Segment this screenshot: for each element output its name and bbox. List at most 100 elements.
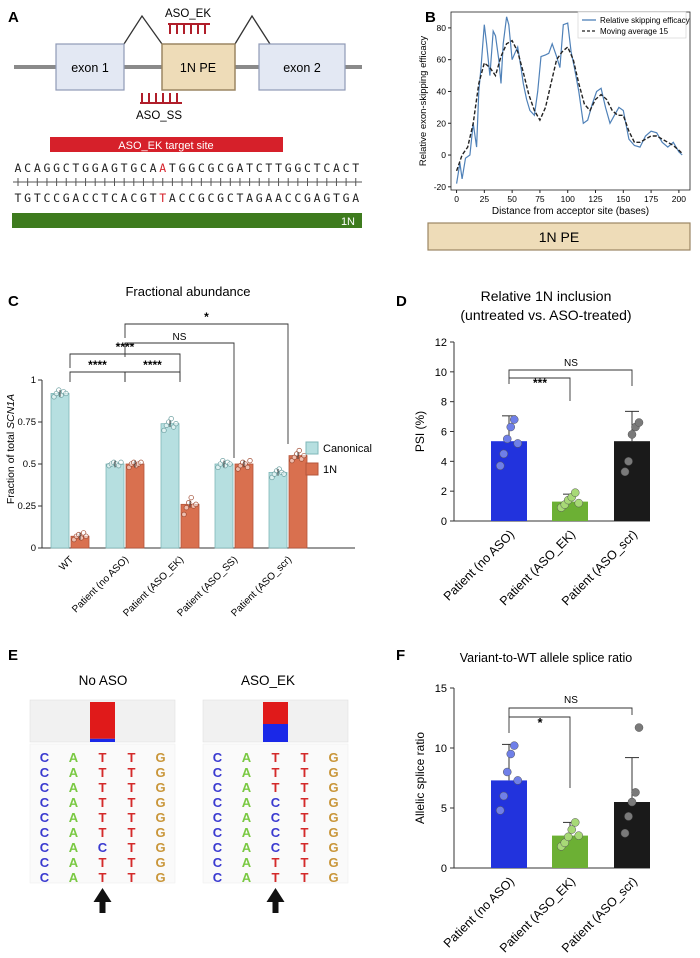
read-base: T (301, 840, 309, 855)
read-base: C (271, 795, 281, 810)
read-base: T (301, 855, 309, 870)
legend-entry: Moving average 15 (600, 27, 669, 36)
seq-top-base: C (63, 161, 70, 175)
read-base: T (128, 825, 136, 840)
significance-bracket (124, 342, 235, 458)
data-point (510, 415, 519, 424)
seq-bottom-base: T (333, 191, 340, 205)
seq-bottom-base: C (43, 191, 50, 205)
read-base: A (242, 810, 252, 825)
splice-arc-left (123, 14, 163, 45)
legend-entry: Relative skipping efficacy (600, 16, 690, 25)
aso-ss-glyph (140, 93, 182, 104)
seq-top-base: C (343, 161, 350, 175)
seq-top-base: G (188, 161, 195, 175)
significance-label: NS (173, 332, 187, 343)
read-base: A (242, 870, 252, 885)
significance-label: **** (143, 358, 162, 372)
data-point (624, 457, 633, 466)
chart-title: Fractional abundance (125, 284, 250, 299)
aso-ek-label: ASO_EK (165, 8, 211, 20)
data-point (620, 467, 630, 477)
seq-top-base: T (275, 161, 282, 175)
seq-top-base: T (352, 161, 359, 175)
seq-top-base: T (72, 161, 79, 175)
data-point (634, 723, 644, 732)
x-tick-label: 200 (672, 194, 686, 204)
e-left-title: No ASO (79, 673, 128, 688)
read-base: T (301, 825, 309, 840)
x-tick-label: 150 (616, 194, 630, 204)
read-base: A (69, 825, 79, 840)
read-base: G (328, 870, 338, 885)
data-point (627, 430, 637, 439)
bar-1n (234, 463, 254, 549)
legend-entry: 1N (323, 464, 337, 476)
seq-top-base: G (111, 161, 118, 175)
read-base: G (155, 795, 165, 810)
bar-1n (180, 503, 200, 549)
read-base: A (69, 840, 79, 855)
chart-c: Fractional abundance 0 0.25 0.5 0.75 1 Fractio… (5, 284, 372, 619)
seq-top-base: G (92, 161, 99, 175)
chart-d: Relative 1N inclusion (untreated vs. ASO-… (413, 288, 650, 608)
seq-bottom-base: A (275, 191, 282, 205)
seq-top-base: C (140, 161, 147, 175)
significance-label: NS (564, 358, 578, 369)
panel-a: A exon 1 1N PE exon 2 ASO_EK ASO_SS ASO_… (8, 8, 362, 228)
data-point (513, 776, 522, 785)
data-point (624, 812, 633, 821)
read-base: G (155, 825, 165, 840)
y-tick-label: 60 (437, 55, 447, 65)
pe-label: 1N PE (180, 61, 216, 75)
x-tick-label: 0 (454, 194, 459, 204)
y-axis-label: Relative exon-skipping efficacy (418, 36, 429, 167)
panel-a-letter: A (8, 9, 19, 26)
aso-ss-label: ASO_SS (136, 110, 182, 122)
read-base: A (242, 825, 252, 840)
seq-top-base: A (15, 161, 22, 175)
data-point (183, 505, 190, 511)
bar-canonical (268, 471, 288, 549)
significance-label: * (537, 715, 543, 730)
x-tick-label: 125 (588, 194, 602, 204)
pe-box (161, 43, 236, 91)
y-tick-label: 0.25 (18, 501, 37, 512)
y-tick-label: 5 (441, 803, 447, 815)
data-point (499, 449, 508, 459)
seq-bottom-base: G (304, 191, 311, 205)
seq-top-base: C (217, 161, 224, 175)
y-tick-label: -20 (434, 182, 447, 192)
panel-e-letter: E (8, 647, 18, 664)
read-base: A (242, 795, 252, 810)
panel-c-letter: C (8, 293, 19, 310)
read-base: T (272, 750, 280, 765)
seq-top-base: A (34, 161, 41, 175)
y-tick-label: 0 (441, 863, 447, 875)
data-point (506, 422, 515, 432)
panel-c: C Fractional abundance00.250.50.751Fract… (5, 284, 372, 619)
read-base: G (155, 870, 165, 885)
seq-top-base: C (256, 161, 263, 175)
read-base: A (69, 855, 79, 870)
read-base: G (328, 825, 338, 840)
skipping-efficacy-line (456, 16, 683, 184)
read-base: G (328, 840, 338, 855)
read-base: C (213, 810, 223, 825)
seq-bottom-base: C (285, 191, 292, 205)
seq-bottom-base: T (101, 191, 108, 205)
read-base: G (155, 840, 165, 855)
seq-top-base: G (53, 161, 60, 175)
data-point (496, 806, 505, 815)
seq-bottom-base: T (236, 191, 243, 205)
1n-bar (12, 213, 362, 228)
target-site-bar (50, 137, 283, 152)
seq-bottom-base: G (323, 191, 330, 205)
exon-1-box (55, 43, 125, 91)
data-point (564, 832, 573, 842)
target-site-label: ASO_EK target site (118, 140, 213, 152)
read-base: C (213, 825, 223, 840)
seq-top-base: A (333, 161, 340, 175)
read-base: G (155, 855, 165, 870)
data-point (161, 427, 167, 434)
